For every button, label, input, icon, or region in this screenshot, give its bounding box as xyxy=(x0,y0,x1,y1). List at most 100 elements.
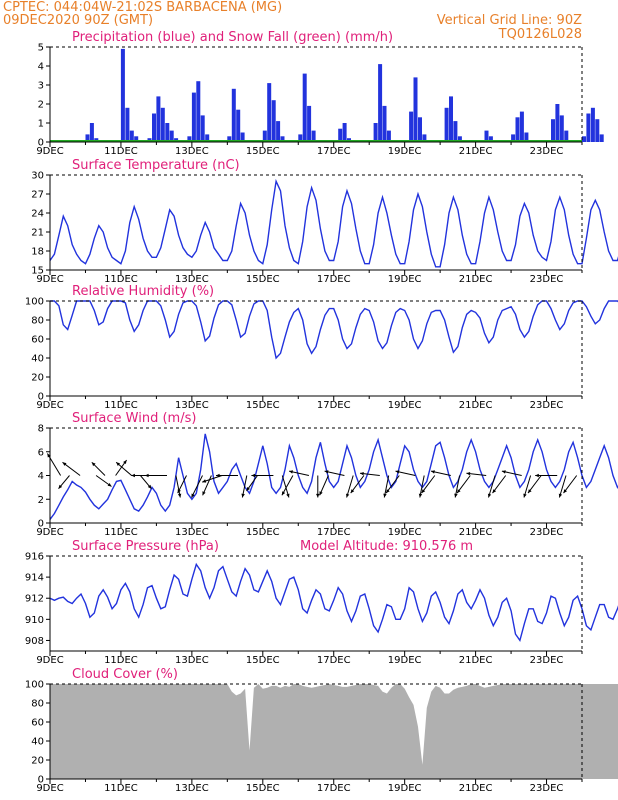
panel-title: Surface Pressure (hPa) xyxy=(72,539,219,554)
x-tick-label: 23DEC xyxy=(530,527,564,538)
wind-vector-head xyxy=(395,470,400,474)
vertical-grid-note: Vertical Grid Line: 90Z xyxy=(436,13,582,28)
wind-vector xyxy=(46,453,62,476)
wind-vector-head xyxy=(501,470,506,474)
panel-title: Surface Wind (m/s) xyxy=(72,411,196,426)
precip-bar xyxy=(444,107,449,142)
precip-bar xyxy=(559,115,564,142)
wind-vector xyxy=(456,475,471,494)
y-tick-label: 6 xyxy=(38,447,44,458)
precip-bar xyxy=(298,134,303,142)
panel-title: Precipitation (blue) and Snow Fall (gree… xyxy=(72,30,393,45)
wind-vector-head xyxy=(177,489,181,494)
wind-series-line xyxy=(49,433,618,520)
precip-bar xyxy=(227,136,232,142)
precip-bar xyxy=(85,134,90,142)
wind-vector xyxy=(350,475,365,494)
wind-vector-head xyxy=(457,489,461,494)
wind-vector-head xyxy=(191,493,195,498)
y-tick-label: 908 xyxy=(25,636,44,647)
y-tick-label: 40 xyxy=(31,737,44,748)
precip-bar xyxy=(196,81,201,142)
y-tick-label: 2 xyxy=(38,495,44,506)
pres-series-line xyxy=(49,562,618,643)
precip-bar xyxy=(453,121,458,142)
precip-bar xyxy=(169,130,174,142)
y-tick-label: 910 xyxy=(25,615,44,626)
precip-bar xyxy=(89,123,94,142)
precip-bar xyxy=(595,119,600,142)
wind-vector xyxy=(527,475,542,494)
wind-vector-head xyxy=(246,487,250,491)
wind-vector xyxy=(281,475,290,498)
wind-vector xyxy=(202,475,212,496)
x-tick-label: 15DEC xyxy=(246,783,280,794)
x-tick-label: 23DEC xyxy=(530,400,564,411)
y-tick-label: 27 xyxy=(31,190,44,201)
wind-vector-head xyxy=(431,470,435,474)
x-tick-label: 15DEC xyxy=(246,146,280,157)
panel-temp: 15 18 21 24 27 30 9DEC 11DEC 13DEC 15DEC 17DEC 19DE… xyxy=(31,158,618,285)
x-tick-label: 9DEC xyxy=(36,146,63,157)
wind-vector-head xyxy=(535,473,539,478)
panel-cloud: 0 20 40 60 80 100 9DEC 11DEC 13DEC 15DEC 17DEC 19DE… xyxy=(25,667,618,794)
y-tick-label: 20 xyxy=(31,756,44,767)
precip-bar xyxy=(519,111,524,142)
y-tick-label: 40 xyxy=(31,354,44,365)
wind-vector-head xyxy=(177,493,182,498)
precip-bar xyxy=(484,130,489,142)
precip-bar xyxy=(200,115,205,142)
wind-vector xyxy=(421,475,436,494)
wind-vector xyxy=(281,475,294,496)
precip-bar xyxy=(511,134,516,142)
wind-vector-head xyxy=(202,479,207,483)
wind-vector-head xyxy=(281,491,286,496)
wind-vector-head xyxy=(418,493,423,498)
x-tick-label: 19DEC xyxy=(388,274,422,285)
x-tick-label: 17DEC xyxy=(317,146,351,157)
precip-bar xyxy=(240,132,245,142)
x-tick-label: 19DEC xyxy=(388,146,422,157)
x-tick-label: 15DEC xyxy=(246,527,280,538)
y-tick-label: 21 xyxy=(31,228,44,239)
precip-bar xyxy=(342,123,347,142)
wind-vector xyxy=(241,475,248,498)
x-tick-label: 13DEC xyxy=(175,527,209,538)
precip-bar xyxy=(488,136,493,142)
wind-vector-head xyxy=(251,473,255,478)
wind-vector-head xyxy=(216,473,220,478)
y-tick-label: 80 xyxy=(31,699,44,710)
precip-bar xyxy=(152,113,156,142)
y-tick-label: 100 xyxy=(25,680,44,691)
wind-vector-head xyxy=(383,493,387,498)
x-tick-label: 15DEC xyxy=(246,274,280,285)
x-tick-label: 21DEC xyxy=(459,527,493,538)
x-tick-label: 17DEC xyxy=(317,274,351,285)
precip-bar xyxy=(382,105,387,142)
wind-vector xyxy=(488,475,496,498)
x-tick-label: 17DEC xyxy=(317,655,351,666)
wind-vector-head xyxy=(58,484,63,489)
y-tick-label: 4 xyxy=(38,471,44,482)
x-tick-label: 23DEC xyxy=(530,783,564,794)
wind-vector-head xyxy=(346,493,350,498)
x-tick-label: 23DEC xyxy=(530,655,564,666)
wind-vector xyxy=(175,475,181,498)
wind-vector xyxy=(523,475,532,498)
wind-vector-head xyxy=(558,493,563,498)
precip-bar xyxy=(413,77,418,142)
x-tick-label: 23DEC xyxy=(530,146,564,157)
wind-vector-head xyxy=(47,453,51,458)
x-tick-label: 9DEC xyxy=(36,527,63,538)
precip-bar xyxy=(422,134,427,142)
wind-vector-head xyxy=(324,470,329,474)
wind-vector-head xyxy=(316,493,320,498)
precip-bar xyxy=(599,134,604,142)
wind-vector-head xyxy=(286,493,290,498)
x-tick-label: 17DEC xyxy=(317,783,351,794)
precip-bar xyxy=(409,111,414,142)
x-tick-label: 11DEC xyxy=(104,400,138,411)
wind-vector-head xyxy=(147,484,152,489)
wind-vector-head xyxy=(421,489,426,494)
precip-bar xyxy=(373,123,378,142)
